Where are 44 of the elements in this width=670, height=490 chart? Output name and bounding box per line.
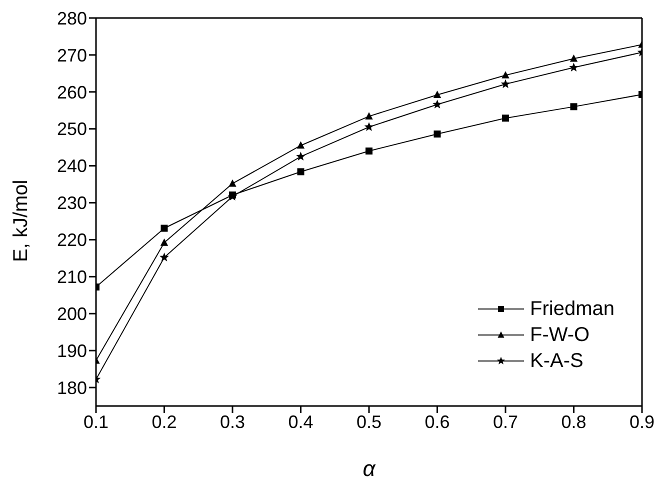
- point: [502, 71, 510, 78]
- point: [432, 100, 442, 108]
- point: [569, 62, 578, 72]
- x-tick-label: 0.4: [288, 412, 314, 432]
- y-tick-label: 230: [56, 193, 87, 214]
- point: [434, 130, 441, 138]
- x-tick-label: 0.8: [561, 412, 586, 432]
- x-tick-label: 0.9: [629, 412, 655, 432]
- y-tick-label: 180: [56, 378, 87, 398]
- point: [502, 114, 509, 122]
- y-tick-label: 240: [56, 156, 87, 176]
- x-tick-label: 0.5: [356, 412, 382, 432]
- y-tick-label: 210: [56, 267, 87, 288]
- point: [364, 122, 374, 131]
- x-tick-label: 0.3: [220, 412, 246, 432]
- point: [570, 54, 578, 62]
- point: [500, 79, 510, 88]
- y-axis-title: E, kJ/mol: [10, 180, 32, 262]
- y-tick-label: 280: [56, 8, 87, 28]
- legend-label: Friedman: [530, 298, 614, 320]
- point: [160, 224, 168, 232]
- y-tick-label: 270: [56, 45, 87, 66]
- point: [366, 148, 372, 155]
- x-tick-label: 0.2: [152, 412, 177, 432]
- legend-label: K-A-S: [530, 350, 584, 372]
- point: [228, 179, 236, 187]
- point: [296, 152, 306, 161]
- legend-label: F-W-O: [530, 324, 590, 346]
- point: [160, 252, 169, 262]
- point: [296, 141, 305, 149]
- point: [433, 90, 442, 98]
- point: [297, 168, 304, 176]
- y-tick-label: 190: [56, 340, 87, 361]
- point: [365, 112, 373, 120]
- y-tick-label: 250: [56, 119, 87, 140]
- x-tick-label: 0.6: [424, 412, 450, 432]
- x-tick-label: 0.7: [492, 412, 518, 432]
- x-tick-label: 0.1: [83, 412, 109, 432]
- y-tick-label: 200: [56, 304, 87, 324]
- y-tick-label: 220: [56, 230, 87, 250]
- point: [160, 238, 168, 246]
- point: [570, 103, 578, 110]
- x-axis-title: α: [362, 456, 377, 481]
- y-tick-label: 260: [56, 82, 87, 102]
